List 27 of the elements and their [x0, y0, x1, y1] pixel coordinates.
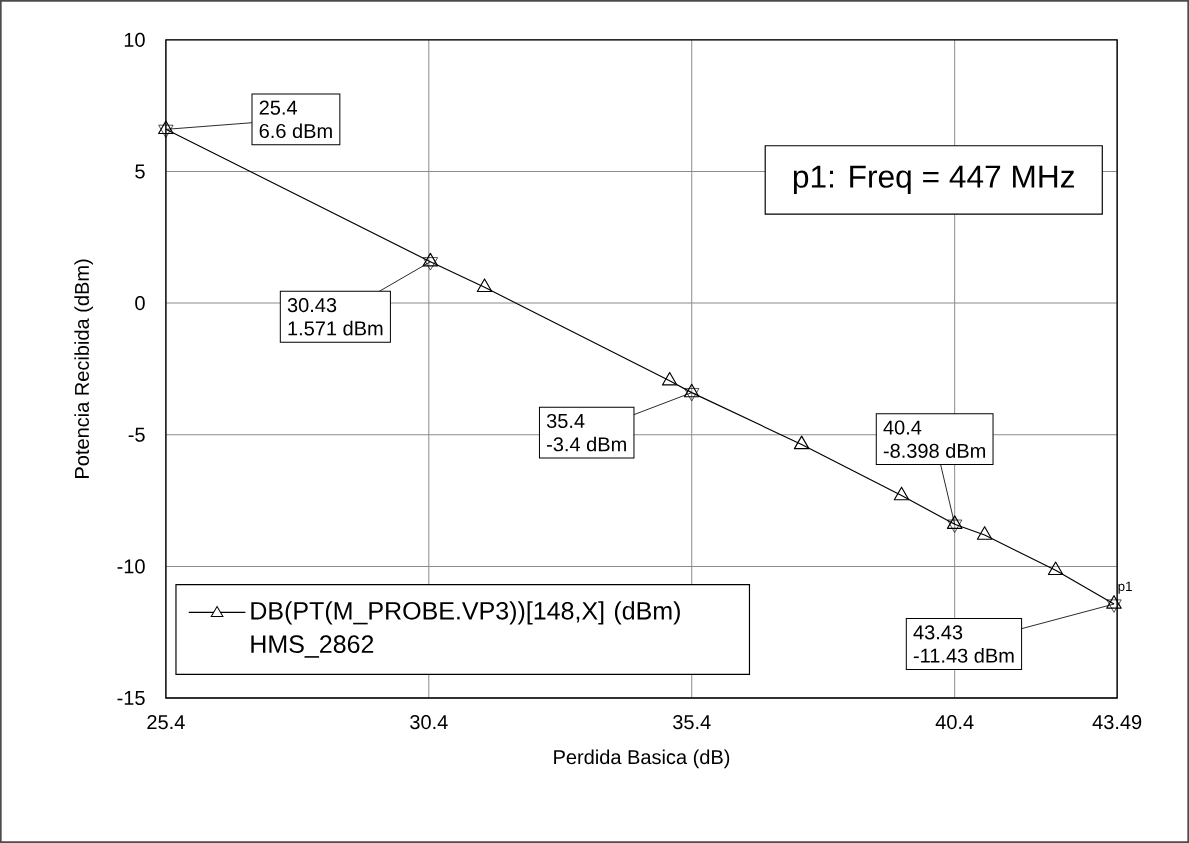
- annotation: 1.571 dBm: [288, 320, 383, 336]
- y-tick-label: -10: [117, 559, 145, 574]
- annotation: 30.43: [287, 298, 337, 313]
- y-axis-title: Potencia Recibida (dBm): [74, 259, 93, 478]
- x-axis-title: Perdida Basica (dB): [554, 749, 730, 769]
- annotation: 25.4: [259, 100, 298, 115]
- annotation: p1: [1118, 581, 1132, 594]
- annotation: HMS_2862: [251, 635, 374, 658]
- y-tick-label: 5: [135, 164, 145, 179]
- annotation: p1: Freq = 447 MHz: [793, 165, 1074, 195]
- annotation: -3.4 dBm: [547, 436, 626, 452]
- x-tick-label: 35.4: [673, 715, 711, 730]
- y-tick-label: -5: [128, 427, 145, 442]
- x-tick-label: 25.4: [147, 715, 185, 730]
- annotation: 35.4: [546, 413, 585, 429]
- y-tick-label: 10: [124, 32, 145, 47]
- annotation: 40.4: [883, 420, 922, 435]
- annotation: -11.43 dBm: [913, 648, 1014, 663]
- x-tick-label: 40.4: [935, 715, 974, 730]
- y-tick-label: 0: [135, 296, 145, 311]
- annotation: -8.398 dBm: [883, 443, 986, 458]
- x-tick-label: 30.4: [410, 715, 448, 730]
- annotation: 6.6 dBm: [259, 123, 332, 139]
- x-tick-label: 43.49: [1092, 715, 1142, 730]
- y-tick-label: -15: [117, 691, 145, 706]
- annotation: 43.43: [913, 625, 963, 640]
- legend-label: DB(PT(M_PROBE.VP3))[148,X] (dBm): [251, 601, 680, 625]
